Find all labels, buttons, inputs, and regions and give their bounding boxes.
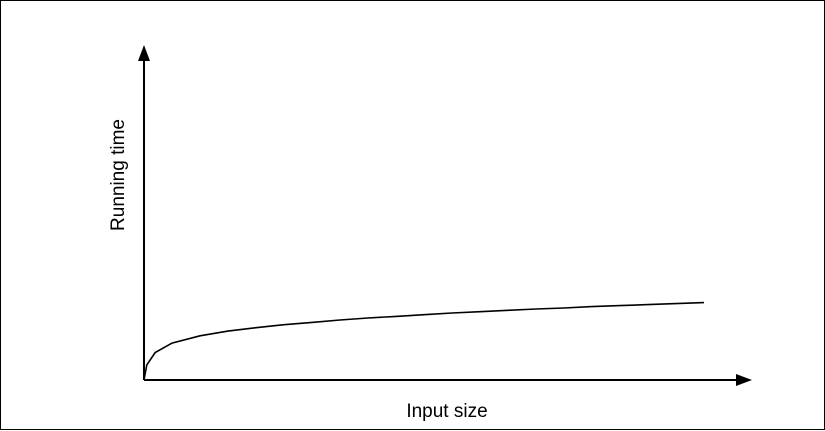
y-axis-label: Running time (108, 119, 129, 231)
series-line (143, 301, 705, 381)
x-axis-label: Input size (406, 401, 487, 422)
x-axis-arrowhead (736, 374, 752, 386)
y-axis-arrowhead (138, 45, 150, 61)
